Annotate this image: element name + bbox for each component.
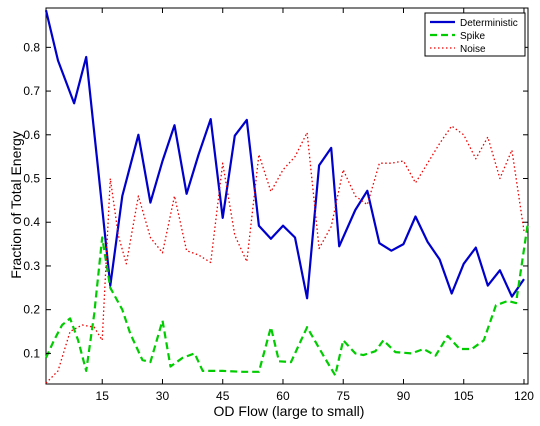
plot-frame xyxy=(45,7,529,385)
x-tick-label: 90 xyxy=(397,389,411,403)
plot-area xyxy=(44,7,530,385)
y-tick-label: 0.7 xyxy=(23,84,40,98)
x-axis-label: OD Flow (large to small) xyxy=(214,403,365,419)
x-tick-label: 120 xyxy=(514,389,534,403)
y-axis-ticks: 0.1 0.2 0.3 0.4 0.5 0.6 0.7 0.8 xyxy=(23,40,528,360)
x-tick-label: 30 xyxy=(156,389,170,403)
y-tick-label: 0.8 xyxy=(23,40,40,54)
y-tick-label: 0.2 xyxy=(23,303,40,317)
y-axis-label: Fraction of Total Energy xyxy=(8,131,24,279)
y-tick-label: 0.1 xyxy=(23,346,40,360)
x-axis-ticks: 15 30 45 60 75 90 105 120 xyxy=(96,8,534,403)
y-tick-label: 0.3 xyxy=(23,259,40,273)
y-tick-label: 0.5 xyxy=(23,172,40,186)
x-tick-label: 60 xyxy=(276,389,290,403)
legend-label-deterministic: Deterministic xyxy=(460,18,518,29)
legend-label-noise: Noise xyxy=(460,44,486,55)
x-tick-label: 45 xyxy=(216,389,230,403)
legend-label-spike: Spike xyxy=(460,31,485,42)
legend: Deterministic Spike Noise xyxy=(424,12,526,57)
series-line-noise xyxy=(45,125,525,384)
series-line-spike xyxy=(44,222,530,377)
y-tick-label: 0.4 xyxy=(23,215,40,229)
series-line-deterministic xyxy=(44,9,525,300)
x-tick-label: 105 xyxy=(454,389,474,403)
x-tick-label: 75 xyxy=(337,389,351,403)
x-tick-label: 15 xyxy=(96,389,110,403)
y-tick-label: 0.6 xyxy=(23,128,40,142)
